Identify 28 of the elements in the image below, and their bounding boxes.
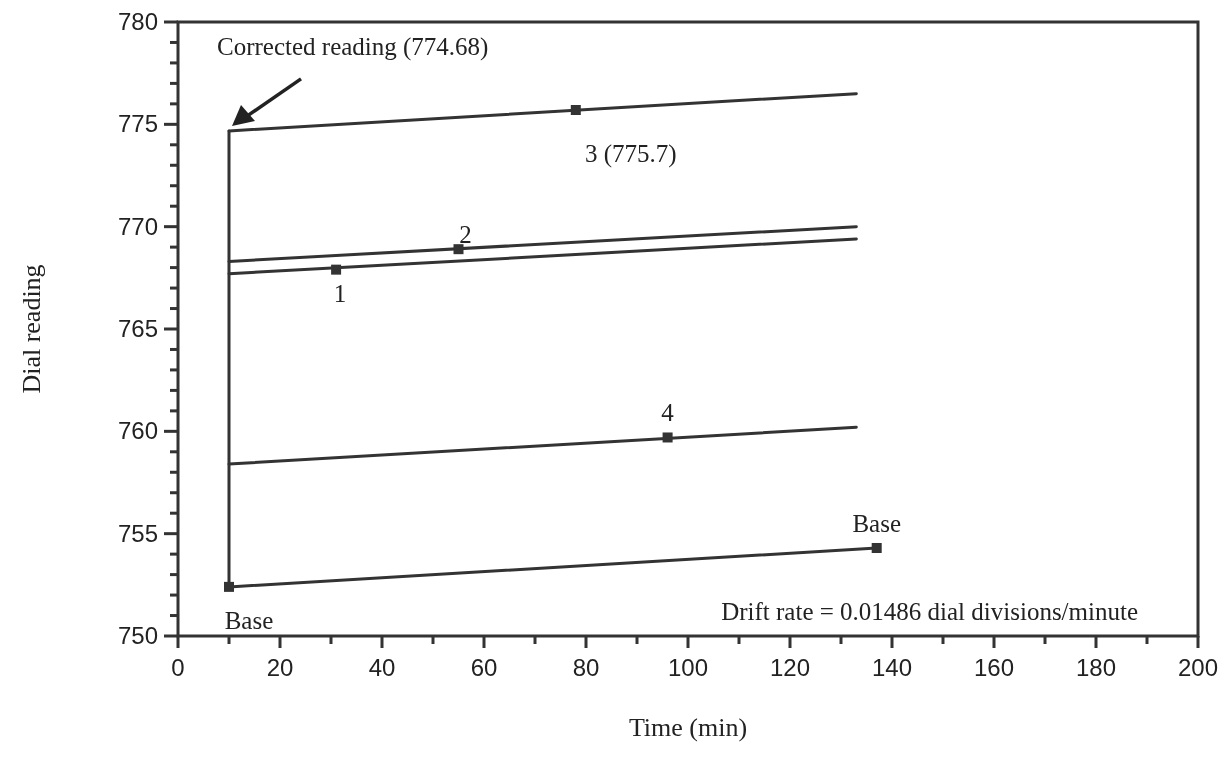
x-tick-label: 0 (171, 654, 185, 681)
annotation: Base (852, 509, 901, 537)
x-tick-label: 40 (368, 654, 396, 681)
x-tick-label: 120 (769, 654, 811, 681)
x-axis-title: Time (min) (628, 713, 748, 742)
x-tick-label: 160 (973, 654, 1015, 681)
y-tick-label: 780 (117, 8, 158, 35)
x-tick-label: 180 (1075, 654, 1117, 681)
x-tick-label: 100 (667, 654, 709, 681)
x-tick-label: 20 (266, 654, 294, 681)
annotation: Base (224, 606, 274, 634)
x-tick-label: 140 (871, 654, 913, 681)
annotation: 1 (333, 279, 347, 307)
y-tick-label: 750 (117, 622, 158, 649)
y-tick-label: 775 (117, 110, 158, 138)
y-tick-label: 770 (117, 212, 158, 240)
x-tick-label: 80 (572, 654, 600, 681)
annotation: 4 (661, 399, 675, 427)
y-axis-title: Dial reading (17, 264, 46, 394)
y-tick-label: 755 (117, 519, 158, 547)
annotation: 3 (775.7) (584, 140, 677, 169)
annotation: Corrected reading (774.68) (217, 32, 489, 61)
annotation: 2 (459, 221, 472, 249)
x-tick-label: 60 (470, 654, 498, 681)
x-tick-label: 200 (1177, 654, 1219, 681)
y-tick-label: 765 (117, 315, 158, 342)
y-tick-label: 760 (117, 417, 158, 445)
annotation: Drift rate = 0.01486 dial divisions/minute (721, 598, 1138, 625)
